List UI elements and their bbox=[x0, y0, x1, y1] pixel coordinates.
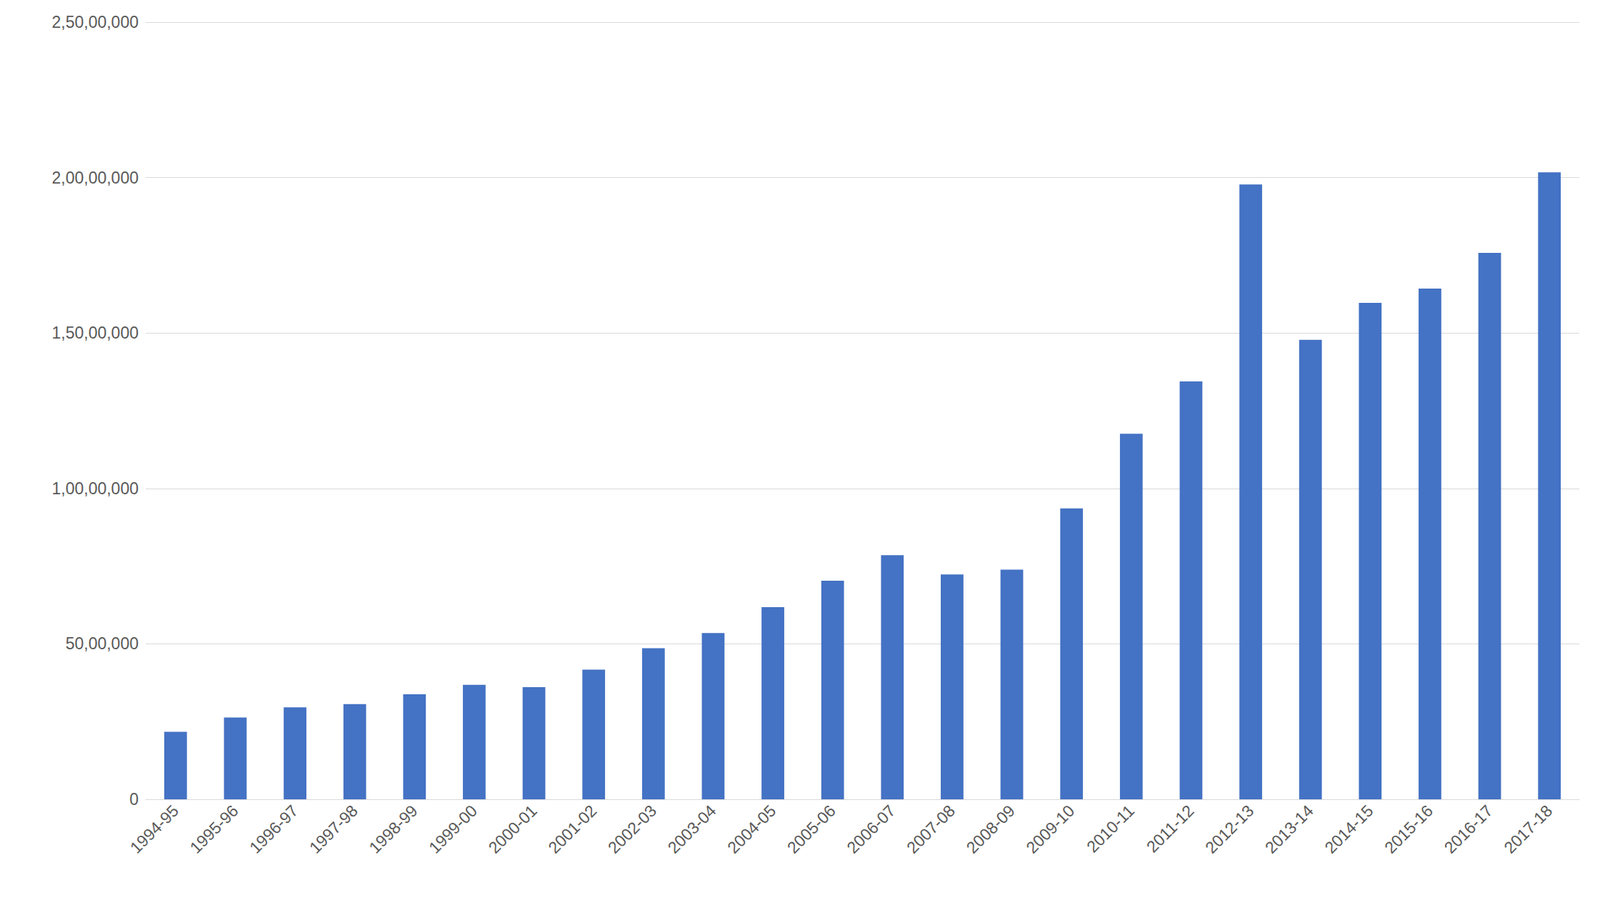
svg-text:2017-18: 2017-18 bbox=[1500, 801, 1556, 858]
svg-text:2002-03: 2002-03 bbox=[604, 801, 660, 858]
svg-text:2011-12: 2011-12 bbox=[1142, 801, 1198, 857]
svg-text:2003-04: 2003-04 bbox=[664, 801, 720, 858]
svg-text:2007-08: 2007-08 bbox=[902, 801, 959, 858]
svg-text:0: 0 bbox=[129, 790, 139, 809]
svg-text:2005-06: 2005-06 bbox=[783, 801, 840, 858]
svg-text:1999-00: 1999-00 bbox=[425, 801, 481, 858]
svg-text:2009-10: 2009-10 bbox=[1022, 801, 1078, 858]
svg-text:2000-01: 2000-01 bbox=[485, 801, 541, 858]
svg-text:2016-17: 2016-17 bbox=[1440, 801, 1497, 858]
svg-text:2012-13: 2012-13 bbox=[1201, 801, 1258, 858]
svg-text:2,00,00,000: 2,00,00,000 bbox=[51, 168, 139, 188]
svg-text:1995-96: 1995-96 bbox=[186, 801, 243, 858]
svg-text:2004-05: 2004-05 bbox=[723, 801, 780, 858]
svg-text:2013-14: 2013-14 bbox=[1261, 801, 1318, 858]
svg-text:1997-98: 1997-98 bbox=[305, 801, 362, 858]
svg-text:2001-02: 2001-02 bbox=[544, 801, 600, 858]
svg-text:1996-97: 1996-97 bbox=[245, 801, 302, 858]
svg-text:2006-07: 2006-07 bbox=[842, 801, 899, 858]
svg-text:2,50,00,000: 2,50,00,000 bbox=[51, 12, 139, 32]
svg-text:2010-11: 2010-11 bbox=[1082, 801, 1138, 857]
svg-text:1,00,00,000: 1,00,00,000 bbox=[51, 479, 139, 498]
svg-text:50,00,000: 50,00,000 bbox=[65, 634, 139, 653]
svg-text:1998-99: 1998-99 bbox=[365, 801, 421, 858]
svg-text:2014-15: 2014-15 bbox=[1320, 801, 1377, 858]
svg-text:2008-09: 2008-09 bbox=[962, 801, 1019, 858]
svg-text:1994-95: 1994-95 bbox=[126, 801, 183, 858]
svg-text:2015-16: 2015-16 bbox=[1380, 801, 1437, 858]
svg-text:1,50,00,000: 1,50,00,000 bbox=[51, 323, 139, 343]
